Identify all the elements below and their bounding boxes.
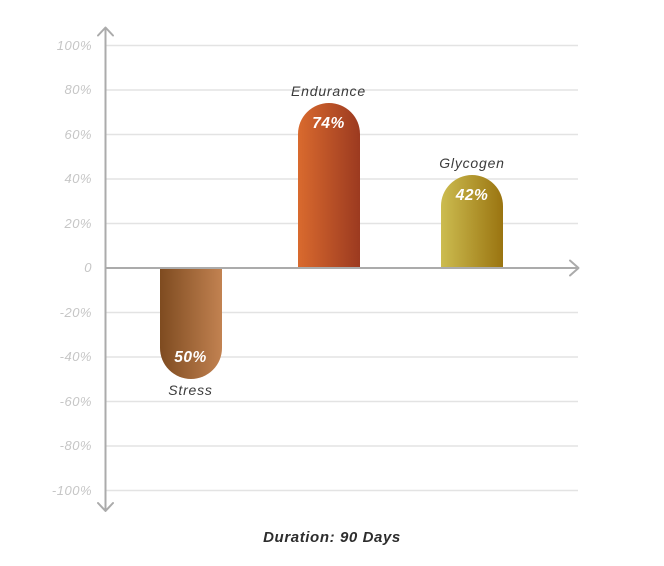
y-axis-tick-label: 60% <box>64 126 92 142</box>
chart-caption: Duration: 90 Days <box>263 529 401 546</box>
y-axis-tick-label: -80% <box>59 438 92 453</box>
bar-value-label: 42% <box>455 186 489 204</box>
bar-value-label: 50% <box>174 349 207 367</box>
bar-glycogen: 42% <box>441 174 503 268</box>
category-label-endurance: Endurance <box>291 83 366 100</box>
bar-value-label: 74% <box>312 115 345 133</box>
axis-arrow-up-icon <box>97 26 114 37</box>
y-axis-tick-label: -20% <box>59 304 92 320</box>
axis-arrow-right-icon <box>569 259 580 277</box>
y-axis-tick-label: 20% <box>64 215 92 231</box>
bar-stress: 50% <box>159 268 222 380</box>
axis-arrow-down-icon <box>97 502 114 512</box>
y-axis-tick-label: 80% <box>64 82 92 97</box>
y-axis-tick-label: 0 <box>84 260 92 275</box>
y-axis-tick-label: 100% <box>56 37 92 53</box>
category-label-stress: Stress <box>168 382 213 399</box>
y-axis-tick-label: -100% <box>51 482 92 498</box>
y-axis-tick-label: -60% <box>59 393 92 409</box>
category-label-glycogen: Glycogen <box>439 154 505 171</box>
y-axis-tick-label: -40% <box>59 349 92 364</box>
y-axis-tick-label: 40% <box>64 171 92 186</box>
bar-endurance: 74% <box>297 103 360 268</box>
